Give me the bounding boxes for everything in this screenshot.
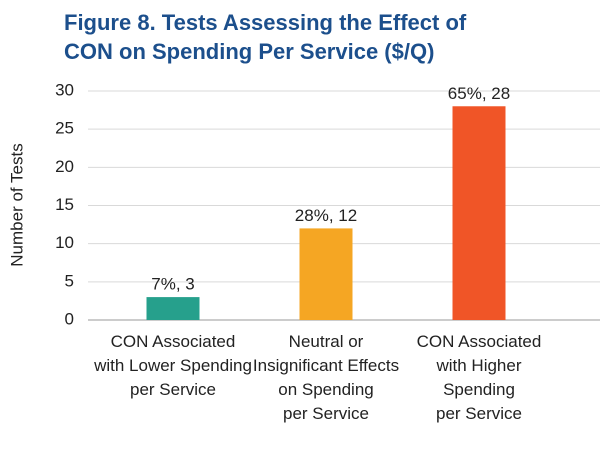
x-tick-label: CON Associated with Lower Spending per S… bbox=[94, 332, 252, 399]
y-tick-label: 5 bbox=[65, 271, 74, 290]
x-tick-label: CON Associated with Higher Spending per … bbox=[416, 332, 542, 423]
chart-title: Figure 8. Tests Assessing the Effect of … bbox=[64, 10, 467, 64]
x-tick-label: Neutral or Insignificant Effects on Spen… bbox=[252, 332, 400, 423]
y-tick-label: 30 bbox=[55, 80, 74, 99]
bar bbox=[146, 297, 200, 320]
y-tick-label: 15 bbox=[55, 195, 74, 214]
y-tick-label: 0 bbox=[65, 309, 74, 328]
y-tick-label: 10 bbox=[55, 233, 74, 252]
y-tick-label: 20 bbox=[55, 157, 74, 176]
y-axis-label: Number of Tests bbox=[7, 143, 26, 266]
bar bbox=[299, 228, 353, 320]
data-label: 65%, 28 bbox=[448, 84, 510, 103]
data-label: 28%, 12 bbox=[295, 206, 357, 225]
y-tick-label: 25 bbox=[55, 119, 74, 138]
data-label: 7%, 3 bbox=[151, 275, 194, 294]
bar bbox=[452, 106, 506, 321]
